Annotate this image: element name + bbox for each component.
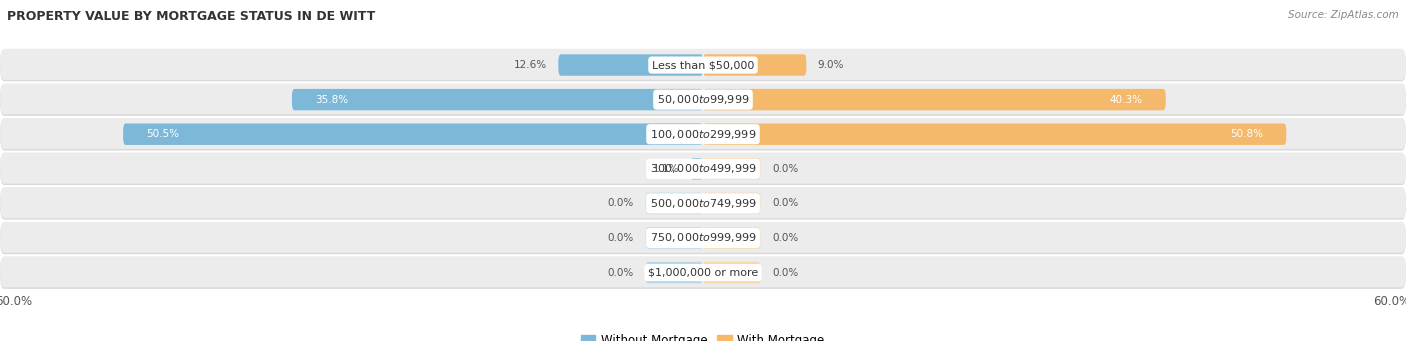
FancyBboxPatch shape: [703, 193, 761, 214]
FancyBboxPatch shape: [558, 54, 703, 76]
Text: PROPERTY VALUE BY MORTGAGE STATUS IN DE WITT: PROPERTY VALUE BY MORTGAGE STATUS IN DE …: [7, 10, 375, 23]
Text: Less than $50,000: Less than $50,000: [652, 60, 754, 70]
Text: $500,000 to $749,999: $500,000 to $749,999: [650, 197, 756, 210]
FancyBboxPatch shape: [0, 85, 1406, 116]
Text: 0.0%: 0.0%: [607, 198, 634, 208]
Text: 0.0%: 0.0%: [772, 198, 799, 208]
Text: 0.0%: 0.0%: [772, 268, 799, 278]
Text: 0.0%: 0.0%: [772, 233, 799, 243]
Text: 9.0%: 9.0%: [818, 60, 844, 70]
FancyBboxPatch shape: [0, 119, 1406, 150]
Text: $50,000 to $99,999: $50,000 to $99,999: [657, 93, 749, 106]
Text: $1,000,000 or more: $1,000,000 or more: [648, 268, 758, 278]
FancyBboxPatch shape: [0, 118, 1406, 149]
FancyBboxPatch shape: [124, 123, 703, 145]
FancyBboxPatch shape: [703, 227, 761, 249]
Text: 1.1%: 1.1%: [652, 164, 679, 174]
Text: $750,000 to $999,999: $750,000 to $999,999: [650, 232, 756, 244]
FancyBboxPatch shape: [0, 188, 1406, 220]
Legend: Without Mortgage, With Mortgage: Without Mortgage, With Mortgage: [576, 329, 830, 341]
FancyBboxPatch shape: [0, 257, 1406, 289]
Text: $100,000 to $299,999: $100,000 to $299,999: [650, 128, 756, 141]
Text: 50.8%: 50.8%: [1230, 129, 1264, 139]
FancyBboxPatch shape: [645, 262, 703, 283]
FancyBboxPatch shape: [0, 256, 1406, 287]
FancyBboxPatch shape: [703, 158, 761, 179]
Text: 0.0%: 0.0%: [772, 164, 799, 174]
Text: $300,000 to $499,999: $300,000 to $499,999: [650, 162, 756, 175]
FancyBboxPatch shape: [703, 123, 1286, 145]
FancyBboxPatch shape: [292, 89, 703, 110]
FancyBboxPatch shape: [0, 222, 1406, 253]
Text: 40.3%: 40.3%: [1109, 94, 1143, 105]
Text: Source: ZipAtlas.com: Source: ZipAtlas.com: [1288, 10, 1399, 20]
Text: 12.6%: 12.6%: [513, 60, 547, 70]
FancyBboxPatch shape: [0, 223, 1406, 254]
FancyBboxPatch shape: [645, 227, 703, 249]
FancyBboxPatch shape: [703, 89, 1166, 110]
Text: 50.5%: 50.5%: [146, 129, 179, 139]
FancyBboxPatch shape: [645, 193, 703, 214]
FancyBboxPatch shape: [0, 187, 1406, 218]
FancyBboxPatch shape: [0, 152, 1406, 184]
Text: 0.0%: 0.0%: [607, 233, 634, 243]
Text: 0.0%: 0.0%: [607, 268, 634, 278]
FancyBboxPatch shape: [0, 49, 1406, 80]
FancyBboxPatch shape: [703, 262, 761, 283]
FancyBboxPatch shape: [0, 50, 1406, 81]
Text: 35.8%: 35.8%: [315, 94, 349, 105]
FancyBboxPatch shape: [703, 54, 807, 76]
FancyBboxPatch shape: [0, 83, 1406, 115]
FancyBboxPatch shape: [0, 153, 1406, 185]
FancyBboxPatch shape: [690, 158, 703, 179]
